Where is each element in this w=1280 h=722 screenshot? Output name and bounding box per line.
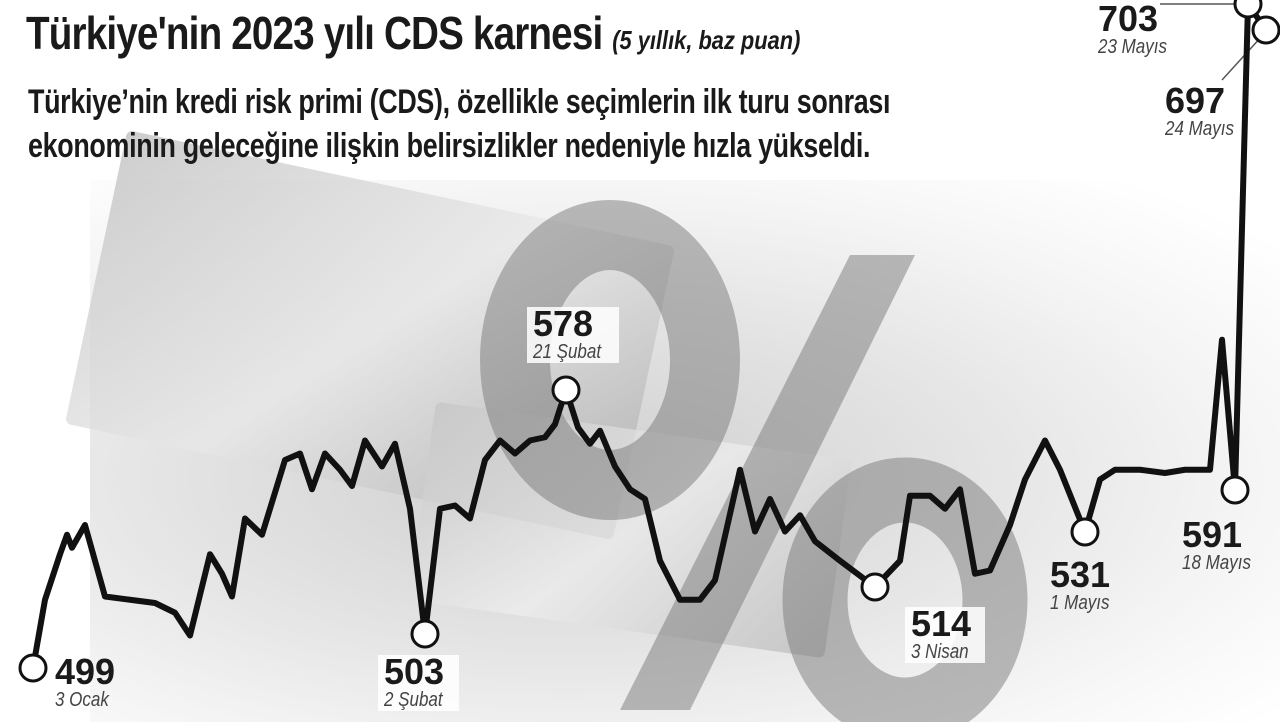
leader-line (1221, 35, 1263, 81)
data-label: 703 (1098, 0, 1159, 39)
data-label: 499 (55, 651, 116, 692)
data-point-marker (860, 572, 890, 602)
data-point-marker (410, 619, 440, 649)
annotation-24-mayis: 697 24 Mayıs (1165, 80, 1246, 141)
data-point-marker (18, 653, 48, 683)
data-point-marker (1233, 0, 1263, 19)
chart-title: Türkiye'nin 2023 yılı CDS karnesi (5 yıl… (26, 6, 800, 60)
data-label: 503 (384, 651, 445, 692)
data-label: 591 (1182, 514, 1243, 555)
description: Türkiye’nin kredi risk primi (CDS), özel… (28, 80, 1280, 168)
percent-slash (620, 255, 915, 710)
date-label: 24 Mayıs (1165, 118, 1234, 140)
date-label: 21 Şubat (533, 341, 602, 363)
series-line (30, 1, 1269, 669)
annotation-3-nisan: 514 3 Nisan (905, 603, 985, 663)
data-label: 578 (533, 303, 594, 344)
data-label: 531 (1050, 554, 1111, 595)
annotation-21-subat: 578 21 Şubat (527, 303, 620, 363)
chart-subtitle: (5 yıllık, baz puan) (612, 25, 801, 55)
description-line: Türkiye’nin kredi risk primi (CDS), özel… (28, 83, 891, 121)
date-label: 3 Nisan (911, 641, 969, 663)
date-label: 2 Şubat (384, 689, 443, 711)
data-label: 697 (1165, 80, 1226, 121)
annotation-1-mayis: 531 1 Mayıs (1050, 554, 1120, 615)
title-text: Türkiye'nin 2023 yılı CDS karnesi (26, 7, 603, 59)
date-label: 23 Mayıs (1098, 36, 1167, 58)
date-label: 3 Ocak (55, 689, 109, 711)
data-point-marker (1070, 517, 1100, 547)
description-line: ekonominin geleceğine ilişkin belirsizli… (28, 127, 871, 165)
annotation-23-mayis: 703 23 Mayıs (1098, 0, 1179, 59)
data-point-marker (551, 375, 581, 405)
date-label: 1 Mayıs (1050, 592, 1110, 614)
data-point-marker (1251, 15, 1280, 45)
annotation-3-ocak: 499 3 Ocak (55, 651, 118, 712)
date-label: 18 Mayıs (1182, 552, 1251, 574)
percent-ring-top (480, 200, 740, 520)
annotation-18-mayis: 591 18 Mayıs (1182, 514, 1263, 575)
annotation-2-subat: 503 2 Şubat (378, 651, 459, 711)
data-point-marker (1220, 475, 1250, 505)
percent-ring-bottom (782, 457, 1028, 722)
data-label: 514 (911, 603, 972, 644)
